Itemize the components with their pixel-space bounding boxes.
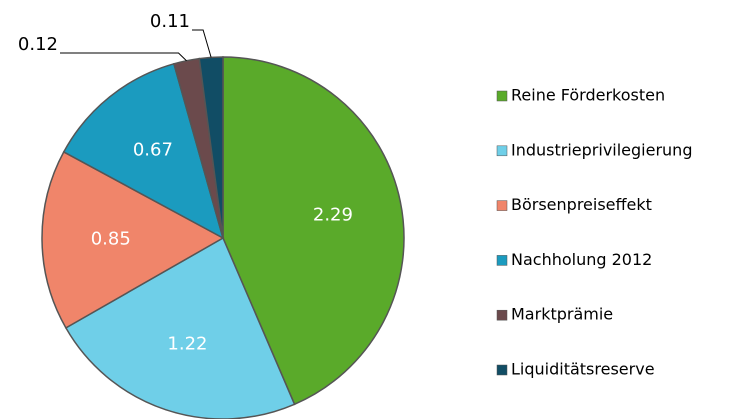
legend-label: Nachholung 2012 [511,250,652,269]
value-label: 0.85 [91,228,131,249]
legend-label: Industrieprivilegierung [511,140,692,159]
pie-slice [41,150,225,329]
value-label: 0.12 [18,34,58,55]
value-label: 0.67 [133,139,173,160]
leader-line [60,52,187,62]
leader-line [192,29,212,58]
value-label: 2.29 [313,204,353,225]
pie-slice [62,62,225,240]
legend-label: Reine Förderkosten [511,86,665,105]
legend-label: Liquiditätsreserve [511,360,655,379]
value-label: 0.11 [150,11,190,32]
legend-swatch [496,364,508,376]
legend-swatch [496,90,508,102]
value-label: 1.22 [167,333,207,354]
legend-swatch [496,309,508,321]
legend-swatch [496,200,508,211]
pie-slice [222,56,405,406]
pie-slice [64,236,296,419]
legend-swatch [496,255,508,266]
legend-label: Börsenpreiseffekt [511,195,652,214]
legend-swatch [496,145,508,157]
legend-label: Marktprämie [511,305,613,324]
